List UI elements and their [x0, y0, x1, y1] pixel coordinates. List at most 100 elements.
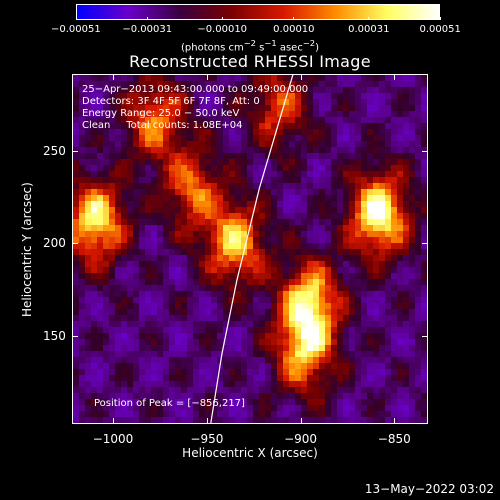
heatmap-cell [151, 273, 157, 279]
heatmap-cell [79, 219, 85, 225]
heatmap-cell [415, 273, 421, 279]
heatmap-cell [253, 393, 259, 399]
heatmap-cell [301, 267, 307, 273]
heatmap-cell [385, 255, 391, 261]
heatmap-cell [235, 405, 241, 411]
heatmap-cell [223, 363, 229, 369]
heatmap-cell [307, 141, 313, 147]
heatmap-cell [223, 177, 229, 183]
heatmap-cell [277, 363, 283, 369]
heatmap-cell [121, 153, 127, 159]
heatmap-cell [121, 207, 127, 213]
heatmap-cell [193, 135, 199, 141]
heatmap-cell [223, 201, 229, 207]
heatmap-cell [337, 273, 343, 279]
heatmap-cell [169, 75, 175, 81]
heatmap-cell [289, 225, 295, 231]
heatmap-cell [181, 219, 187, 225]
heatmap-cell [385, 153, 391, 159]
heatmap-cell [247, 321, 253, 327]
heatmap-cell [91, 375, 97, 381]
heatmap-cell [103, 165, 109, 171]
heatmap-cell [403, 411, 409, 417]
heatmap-cell [355, 249, 361, 255]
heatmap-cell [157, 219, 163, 225]
heatmap-cell [235, 291, 241, 297]
heatmap-cell [325, 135, 331, 141]
heatmap-cell [319, 159, 325, 165]
heatmap-cell [187, 171, 193, 177]
heatmap-cell [205, 297, 211, 303]
heatmap-cell [325, 357, 331, 363]
heatmap-cell [385, 105, 391, 111]
heatmap-cell [253, 99, 259, 105]
heatmap-cell [139, 381, 145, 387]
heatmap-cell [79, 123, 85, 129]
heatmap-cell [361, 237, 367, 243]
heatmap-cell [145, 189, 151, 195]
heatmap-cell [121, 363, 127, 369]
heatmap-cell [373, 183, 379, 189]
heatmap-cell [199, 303, 205, 309]
heatmap-cell [367, 321, 373, 327]
heatmap-cell [91, 153, 97, 159]
heatmap-cell [229, 195, 235, 201]
heatmap-cell [103, 201, 109, 207]
heatmap-cell [235, 93, 241, 99]
heatmap-cell [175, 153, 181, 159]
heatmap-cell [421, 153, 427, 159]
heatmap-cell [277, 153, 283, 159]
heatmap-cell [319, 315, 325, 321]
heatmap-cell [289, 93, 295, 99]
heatmap-cell [181, 231, 187, 237]
heatmap-cell [265, 231, 271, 237]
heatmap-cell [91, 159, 97, 165]
heatmap-cell [247, 243, 253, 249]
heatmap-cell [295, 351, 301, 357]
heatmap-cell [73, 129, 79, 135]
heatmap-cell [211, 147, 217, 153]
heatmap-cell [235, 309, 241, 315]
heatmap-cell [367, 237, 373, 243]
heatmap-cell [331, 75, 337, 81]
heatmap-cell [253, 369, 259, 375]
heatmap-cell [73, 357, 79, 363]
heatmap-cell [73, 309, 79, 315]
heatmap-cell [103, 219, 109, 225]
heatmap-cell [97, 417, 103, 423]
heatmap-cell [169, 93, 175, 99]
heatmap-cell [223, 267, 229, 273]
heatmap-cell [121, 147, 127, 153]
heatmap-cell [283, 309, 289, 315]
heatmap-cell [199, 267, 205, 273]
heatmap-cell [283, 207, 289, 213]
heatmap-cell [109, 141, 115, 147]
heatmap-cell [307, 375, 313, 381]
heatmap-cell [313, 393, 319, 399]
heatmap-cell [295, 321, 301, 327]
heatmap-cell [391, 165, 397, 171]
heatmap-cell [103, 273, 109, 279]
heatmap-cell [283, 195, 289, 201]
heatmap-cell [409, 243, 415, 249]
heatmap-cell [73, 303, 79, 309]
heatmap-cell [271, 189, 277, 195]
heatmap-cell [85, 345, 91, 351]
heatmap-cell [187, 141, 193, 147]
heatmap-cell [229, 333, 235, 339]
heatmap-cell [115, 255, 121, 261]
heatmap-cell [391, 219, 397, 225]
heatmap-cell [121, 189, 127, 195]
heatmap-cell [355, 387, 361, 393]
heatmap-cell [163, 333, 169, 339]
heatmap-cell [193, 363, 199, 369]
heatmap-cell [313, 147, 319, 153]
plot-area [72, 74, 428, 424]
heatmap-cell [181, 141, 187, 147]
heatmap-cell [391, 75, 397, 81]
heatmap-cell [241, 165, 247, 171]
heatmap-cell [271, 375, 277, 381]
heatmap-cell [259, 333, 265, 339]
heatmap-cell [421, 291, 427, 297]
heatmap-cell [277, 249, 283, 255]
